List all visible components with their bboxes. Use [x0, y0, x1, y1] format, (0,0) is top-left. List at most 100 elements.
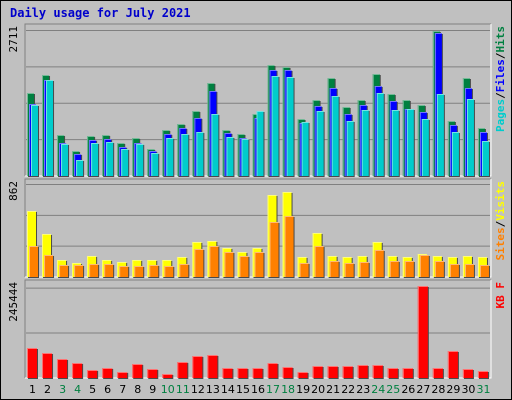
bar-sites-day-15: [239, 256, 250, 278]
bar-kb-f-day-8: [132, 364, 144, 379]
bar-sites-day-19: [299, 263, 310, 278]
bar-pages-day-9: [151, 153, 160, 177]
bar-visits-day-1: [27, 211, 37, 278]
legend-entry: KB F: [494, 282, 507, 309]
bar-sites-day-27: [419, 255, 430, 278]
legend: KB F: [494, 282, 507, 309]
bar-sites-day-26: [404, 261, 415, 278]
bar-pages-day-5: [91, 143, 100, 177]
day-label-17: 17: [266, 383, 280, 396]
day-label-9: 9: [149, 383, 156, 396]
bar-pages-day-6: [106, 142, 115, 177]
bar-kb-f-day-7: [117, 372, 129, 379]
bar-pages-day-11: [181, 134, 190, 177]
bar-pages-day-19: [301, 122, 310, 177]
bar-sites-day-8: [134, 266, 145, 278]
day-label-4: 4: [74, 383, 81, 396]
legend-entry: /: [494, 220, 507, 227]
bar-kb-f-day-14: [222, 368, 234, 379]
bar-kb-f-day-4: [72, 363, 84, 379]
bar-sites-day-5: [89, 264, 100, 278]
day-label-25: 25: [386, 383, 400, 396]
bar-sites-day-31: [479, 265, 490, 278]
bar-kb-f-day-22: [342, 366, 354, 379]
day-label-28: 28: [431, 383, 445, 396]
bar-pages-day-17: [271, 76, 280, 177]
bar-kb-f-day-15: [237, 368, 249, 379]
bar-kb-f-day-3: [57, 359, 69, 379]
day-label-10: 10: [161, 383, 175, 396]
bar-kb-f-day-20: [312, 366, 324, 379]
bar-sites-day-11: [179, 264, 190, 278]
bar-sites-day-1: [29, 246, 39, 278]
bar-kb-f-day-24: [372, 365, 384, 379]
bar-pages-day-3: [61, 144, 70, 177]
bar-kb-f-day-2: [42, 353, 54, 379]
day-label-6: 6: [104, 383, 111, 396]
bar-pages-day-26: [406, 109, 415, 177]
bar-pages-day-29: [451, 132, 460, 177]
bar-sites-day-3: [59, 265, 70, 278]
bar-kb-f-day-18: [282, 367, 294, 379]
bar-kb-f-day-17: [267, 363, 279, 379]
bar-kb-f-day-9: [147, 369, 159, 379]
bar-sites-day-9: [149, 265, 160, 278]
bar-kb-f-day-10: [162, 374, 174, 379]
day-label-16: 16: [251, 383, 265, 396]
legend-entry: /: [494, 52, 507, 59]
day-label-29: 29: [446, 383, 460, 396]
bar-kb-f-day-23: [357, 365, 369, 379]
bar-pages-day-30: [466, 99, 475, 177]
bar-kb-f-day-31: [477, 371, 489, 379]
bar-kb-f-day-19: [297, 372, 309, 379]
day-label-13: 13: [206, 383, 220, 396]
bar-pages-day-7: [121, 149, 130, 177]
day-label-11: 11: [176, 383, 190, 396]
bar-pages-day-28: [436, 94, 445, 177]
panel-border-top: [24, 23, 491, 176]
bar-pages-day-13: [211, 114, 220, 177]
bar-pages-day-23: [361, 110, 370, 177]
bar-kb-f-day-27: [417, 286, 429, 379]
bar-sites-day-13: [209, 246, 220, 278]
bar-sites-day-29: [449, 264, 460, 278]
bar-kb-f-day-13: [207, 355, 219, 379]
bar-kb-f-day-21: [327, 366, 339, 379]
day-label-31: 31: [476, 383, 490, 396]
bar-pages-day-14: [226, 137, 235, 177]
day-label-1: 1: [29, 383, 36, 396]
day-label-3: 3: [59, 383, 66, 396]
day-label-27: 27: [416, 383, 430, 396]
bar-pages-day-22: [346, 121, 355, 177]
bar-sites-day-21: [329, 261, 340, 278]
bar-pages-day-20: [316, 111, 325, 177]
panel-kbytes: [25, 280, 491, 378]
day-label-15: 15: [236, 383, 250, 396]
day-label-7: 7: [119, 383, 126, 396]
legend-entry: Visits: [494, 181, 507, 221]
day-label-5: 5: [89, 383, 96, 396]
y-axis-max-label: 245444: [7, 282, 20, 322]
bar-pages-day-10: [166, 138, 175, 177]
bar-sites-day-23: [359, 262, 370, 278]
bar-pages-day-16: [256, 111, 265, 177]
chart-title: Daily usage for July 2021: [10, 6, 191, 20]
day-label-21: 21: [326, 383, 340, 396]
day-label-18: 18: [281, 383, 295, 396]
bar-pages-day-2: [46, 80, 55, 177]
bar-pages-day-25: [391, 110, 400, 177]
day-label-26: 26: [401, 383, 415, 396]
legend-entry: /: [494, 92, 507, 99]
bar-sites-day-28: [434, 261, 445, 278]
day-label-20: 20: [311, 383, 325, 396]
bar-sites-day-24: [374, 250, 385, 278]
legend: Sites/Visits: [494, 181, 507, 261]
bar-kb-f-day-16: [252, 368, 264, 379]
day-label-14: 14: [221, 383, 235, 396]
y-axis-max-label: 2711: [7, 26, 20, 53]
bar-sites-day-14: [224, 252, 235, 278]
day-label-2: 2: [44, 383, 51, 396]
day-label-22: 22: [341, 383, 355, 396]
bar-sites-day-17: [269, 222, 280, 278]
